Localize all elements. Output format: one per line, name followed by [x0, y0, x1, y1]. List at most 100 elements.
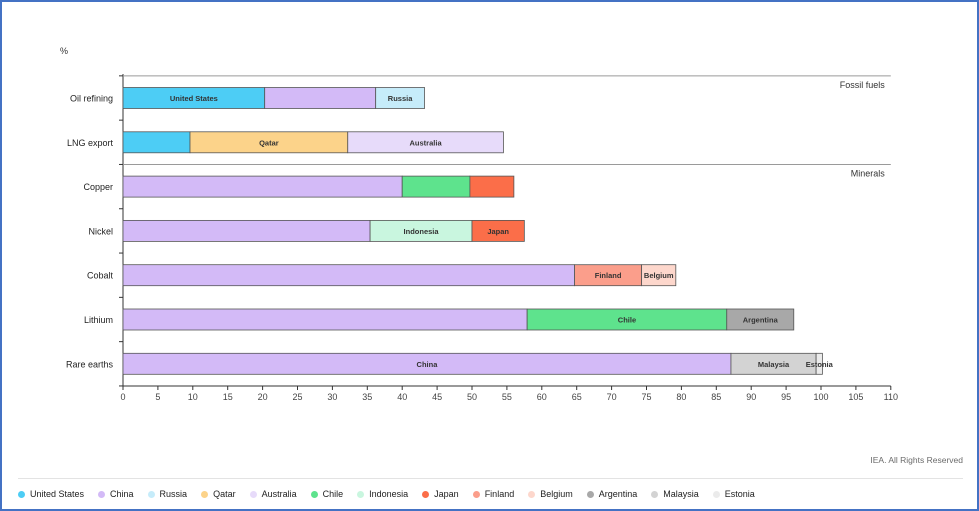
- x-tick-label-75: 75: [641, 392, 651, 402]
- legend-item-australia[interactable]: Australia: [249, 489, 297, 499]
- bar-oil-refining-china: [264, 87, 377, 109]
- x-tick-label-105: 105: [848, 392, 863, 402]
- x-tick-label-10: 10: [188, 392, 198, 402]
- legend-swatch: [18, 490, 25, 498]
- legend-item-qatar[interactable]: Qatar: [201, 489, 236, 499]
- bar-label-nickel-japan: Japan: [487, 227, 509, 236]
- group-label-minerals: Minerals: [851, 168, 886, 178]
- category-label-rare-earths: Rare earths: [66, 359, 114, 369]
- x-tick-label-0: 0: [120, 392, 125, 402]
- category-label-oil-refining: Oil refining: [70, 94, 113, 104]
- bar-nickel-japan: [471, 219, 525, 242]
- bar-label-lng-export-australia: Australia: [410, 138, 443, 147]
- legend-label: Indonesia: [369, 489, 409, 499]
- legend-item-argentina[interactable]: Argentina: [586, 489, 638, 499]
- x-tick-label-50: 50: [467, 392, 477, 402]
- bar-lithium-argentina: [726, 308, 795, 331]
- legend-label: Qatar: [213, 489, 236, 499]
- legend-label: Estonia: [724, 489, 755, 499]
- legend-item-united-states[interactable]: United States: [18, 489, 84, 499]
- legend-swatch: [422, 490, 430, 498]
- legend-label: Belgium: [540, 489, 573, 499]
- bar-lng-export-australia: [347, 131, 504, 154]
- x-tick-label-65: 65: [572, 392, 582, 402]
- legend-label: China: [110, 489, 134, 499]
- bar-label-lng-export-qatar: Qatar: [259, 138, 279, 147]
- legend-swatch: [98, 490, 106, 498]
- x-tick-label-35: 35: [362, 392, 372, 402]
- bar-label-lithium-argentina: Argentina: [743, 316, 779, 325]
- x-tick-label-5: 5: [155, 392, 160, 402]
- bar-copper-china: [122, 175, 403, 198]
- legend-label: Argentina: [598, 489, 638, 499]
- legend-item-japan[interactable]: Japan: [422, 489, 459, 499]
- bar-label-cobalt-belgium: Belgium: [644, 271, 674, 280]
- legend-swatch: [472, 490, 480, 498]
- x-tick-label-30: 30: [327, 392, 337, 402]
- bar-label-nickel-indonesia: Indonesia: [404, 227, 440, 236]
- legend-label: Finland: [484, 489, 515, 499]
- group-label-fossil-fuels: Fossil fuels: [840, 80, 886, 90]
- credit-text: IEA. All Rights Reserved: [870, 455, 963, 465]
- legend-swatch: [249, 490, 257, 498]
- legend-label: Australia: [261, 489, 297, 499]
- x-tick-label-85: 85: [711, 392, 721, 402]
- bar-label-lithium-chile: Chile: [618, 316, 636, 325]
- legend-label: Russia: [159, 489, 188, 499]
- bar-nickel-china: [122, 219, 371, 242]
- legend-swatch: [357, 490, 365, 498]
- legend-swatch: [147, 490, 155, 498]
- category-label-lng-export: LNG export: [67, 138, 114, 148]
- x-tick-label-90: 90: [746, 392, 756, 402]
- bar-copper-chile: [401, 175, 471, 198]
- legend-label: Malaysia: [663, 489, 699, 499]
- legend-label: Chile: [322, 489, 344, 499]
- bar-label-rare-earths-china: China: [417, 360, 439, 369]
- y-axis-unit-label: %: [60, 46, 68, 56]
- bar-cobalt-china: [122, 264, 576, 287]
- legend-swatch: [651, 490, 659, 498]
- x-tick-label-80: 80: [676, 392, 686, 402]
- bar-copper-japan: [469, 175, 515, 198]
- legend-swatch: [201, 490, 209, 498]
- legend-swatch: [586, 490, 594, 498]
- bar-label-oil-refining-united-states: United States: [170, 94, 218, 103]
- legend-label: Japan: [434, 489, 459, 499]
- legend-item-belgium[interactable]: Belgium: [528, 489, 573, 499]
- bar-label-rare-earths-malaysia: Malaysia: [758, 360, 790, 369]
- bar-label-cobalt-finland: Finland: [595, 271, 622, 280]
- bar-oil-refining-russia: [375, 87, 425, 109]
- bar-cobalt-belgium: [641, 264, 677, 287]
- bar-lithium-china: [122, 308, 528, 331]
- category-label-cobalt: Cobalt: [87, 271, 114, 281]
- legend-swatch: [310, 490, 318, 498]
- legend-swatch: [528, 490, 536, 498]
- x-tick-label-45: 45: [432, 392, 442, 402]
- x-tick-label-110: 110: [884, 392, 898, 402]
- legend-item-malaysia[interactable]: Malaysia: [651, 489, 699, 499]
- category-label-nickel: Nickel: [88, 226, 113, 236]
- legend-label: United States: [30, 489, 85, 499]
- legend-divider: [18, 478, 963, 479]
- legend-item-russia[interactable]: Russia: [147, 489, 188, 499]
- bar-lng-export-united-states: [122, 131, 191, 154]
- legend-item-indonesia[interactable]: Indonesia: [357, 489, 408, 499]
- legend-item-chile[interactable]: Chile: [310, 489, 344, 499]
- bar-label-oil-refining-russia: Russia: [388, 94, 413, 103]
- x-tick-label-40: 40: [397, 392, 407, 402]
- x-tick-label-95: 95: [781, 392, 791, 402]
- category-label-copper: Copper: [83, 182, 113, 192]
- x-tick-label-55: 55: [502, 392, 512, 402]
- category-label-lithium: Lithium: [84, 315, 113, 325]
- bar-label-rare-earths-estonia: Estonia: [806, 360, 834, 369]
- bar-rare-earths-estonia: [815, 352, 823, 375]
- x-tick-label-20: 20: [258, 392, 268, 402]
- x-tick-label-100: 100: [813, 392, 828, 402]
- legend-item-china[interactable]: China: [98, 489, 134, 499]
- legend-item-estonia[interactable]: Estonia: [712, 489, 755, 499]
- x-tick-label-70: 70: [607, 392, 617, 402]
- x-tick-label-25: 25: [292, 392, 302, 402]
- legend-item-finland[interactable]: Finland: [472, 489, 515, 499]
